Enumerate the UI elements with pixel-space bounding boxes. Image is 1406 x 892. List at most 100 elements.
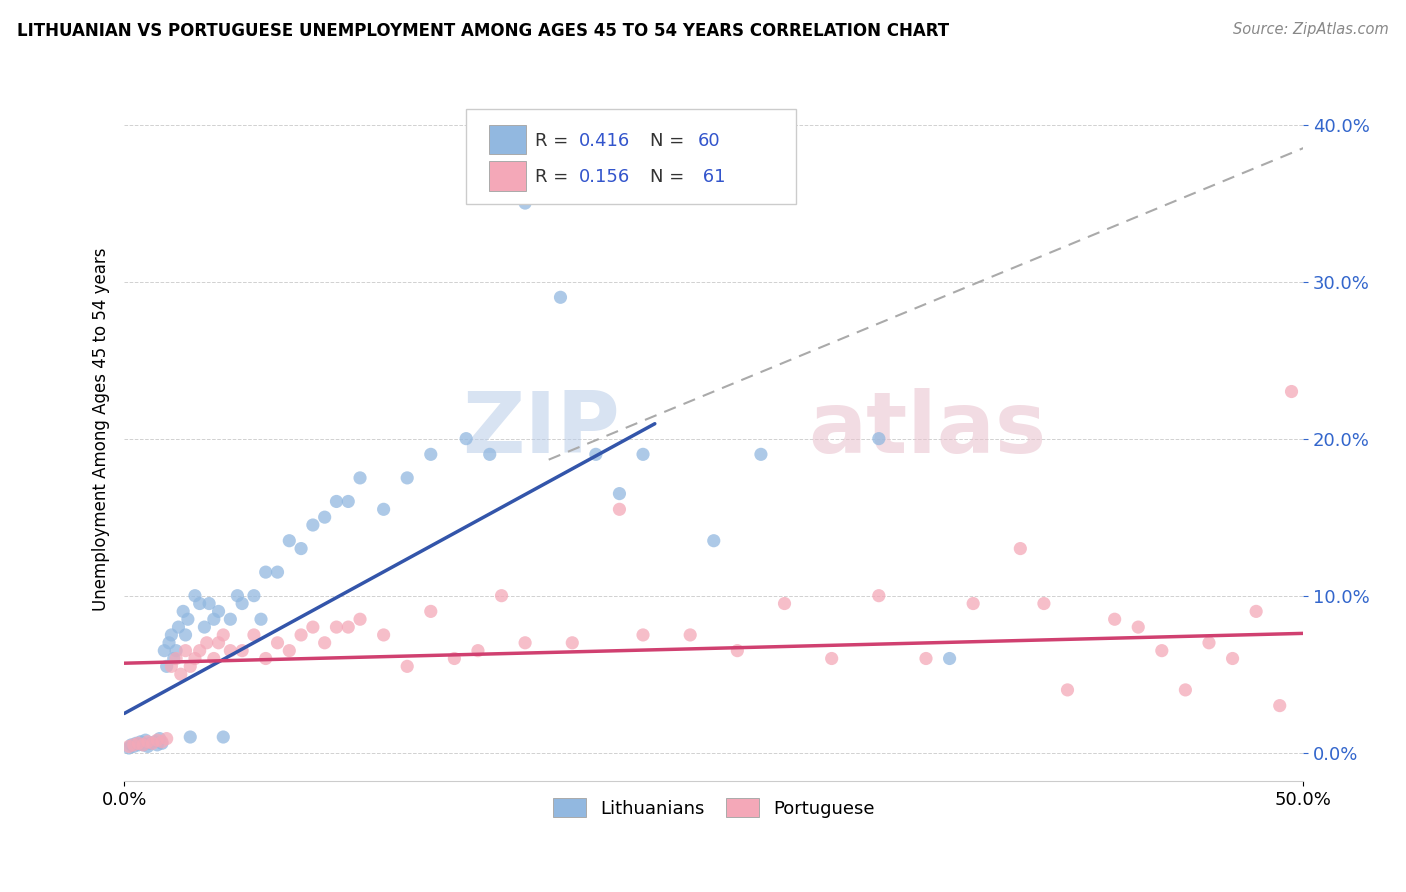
Point	[325, 620, 347, 634]
Point	[1174, 682, 1197, 697]
FancyBboxPatch shape	[467, 109, 796, 204]
Point	[243, 628, 266, 642]
Point	[136, 735, 159, 749]
Point	[1032, 597, 1054, 611]
Point	[193, 620, 215, 634]
Text: 0.416: 0.416	[579, 132, 631, 150]
Point	[749, 447, 772, 461]
FancyBboxPatch shape	[488, 125, 526, 154]
Point	[207, 636, 229, 650]
Point	[207, 604, 229, 618]
Point	[134, 733, 156, 747]
Point	[212, 628, 235, 642]
Point	[184, 589, 207, 603]
Point	[188, 597, 211, 611]
Point	[125, 736, 148, 750]
Point	[120, 738, 142, 752]
Point	[212, 730, 235, 744]
Point	[314, 510, 336, 524]
Point	[773, 597, 796, 611]
Point	[349, 471, 371, 485]
Point	[868, 589, 890, 603]
Point	[314, 636, 336, 650]
Point	[149, 731, 172, 746]
Point	[198, 597, 221, 611]
FancyBboxPatch shape	[488, 161, 526, 191]
Point	[373, 628, 395, 642]
Point	[165, 643, 187, 657]
Point	[278, 533, 301, 548]
Point	[609, 502, 631, 516]
Point	[467, 643, 489, 657]
Point	[156, 731, 179, 746]
Point	[1198, 636, 1220, 650]
Point	[174, 628, 197, 642]
Point	[631, 447, 654, 461]
Point	[132, 738, 155, 752]
Point	[202, 651, 225, 665]
Point	[177, 612, 200, 626]
Point	[278, 643, 301, 657]
Point	[139, 736, 162, 750]
Point	[150, 735, 173, 749]
Point	[290, 628, 312, 642]
Point	[150, 736, 173, 750]
Point	[703, 533, 725, 548]
Point	[561, 636, 583, 650]
Point	[1268, 698, 1291, 713]
Point	[231, 643, 253, 657]
Point	[337, 494, 360, 508]
Y-axis label: Unemployment Among Ages 45 to 54 years: Unemployment Among Ages 45 to 54 years	[93, 247, 110, 611]
Point	[156, 659, 179, 673]
Point	[325, 494, 347, 508]
Point	[160, 659, 183, 673]
Point	[302, 620, 325, 634]
Point	[396, 659, 419, 673]
Point	[136, 739, 159, 754]
Point	[127, 738, 149, 752]
Text: 60: 60	[697, 132, 720, 150]
Point	[302, 518, 325, 533]
Point	[132, 738, 155, 752]
Point	[373, 502, 395, 516]
Text: 0.156: 0.156	[579, 169, 631, 186]
Point	[254, 565, 277, 579]
Point	[153, 643, 176, 657]
Point	[725, 643, 748, 657]
Point	[290, 541, 312, 556]
Point	[1150, 643, 1173, 657]
Point	[243, 589, 266, 603]
Point	[188, 643, 211, 657]
Point	[129, 735, 152, 749]
Point	[868, 432, 890, 446]
Point	[1010, 541, 1032, 556]
Point	[122, 738, 145, 752]
Point	[337, 620, 360, 634]
Point	[141, 736, 163, 750]
Point	[163, 651, 186, 665]
Point	[118, 739, 141, 754]
Point	[478, 447, 501, 461]
Point	[174, 643, 197, 657]
Point	[219, 612, 242, 626]
Point	[1104, 612, 1126, 626]
Point	[250, 612, 273, 626]
Point	[915, 651, 938, 665]
Text: 61: 61	[697, 169, 725, 186]
Point	[231, 597, 253, 611]
Text: atlas: atlas	[808, 388, 1046, 471]
Point	[456, 432, 478, 446]
Point	[202, 612, 225, 626]
Point	[143, 735, 166, 749]
Text: R =: R =	[534, 132, 574, 150]
Point	[419, 604, 441, 618]
Point	[179, 659, 201, 673]
Point	[266, 636, 288, 650]
Point	[513, 196, 536, 211]
Point	[513, 636, 536, 650]
Point	[172, 604, 194, 618]
Point	[219, 643, 242, 657]
Point	[165, 651, 187, 665]
Point	[127, 736, 149, 750]
Text: N =: N =	[650, 169, 690, 186]
